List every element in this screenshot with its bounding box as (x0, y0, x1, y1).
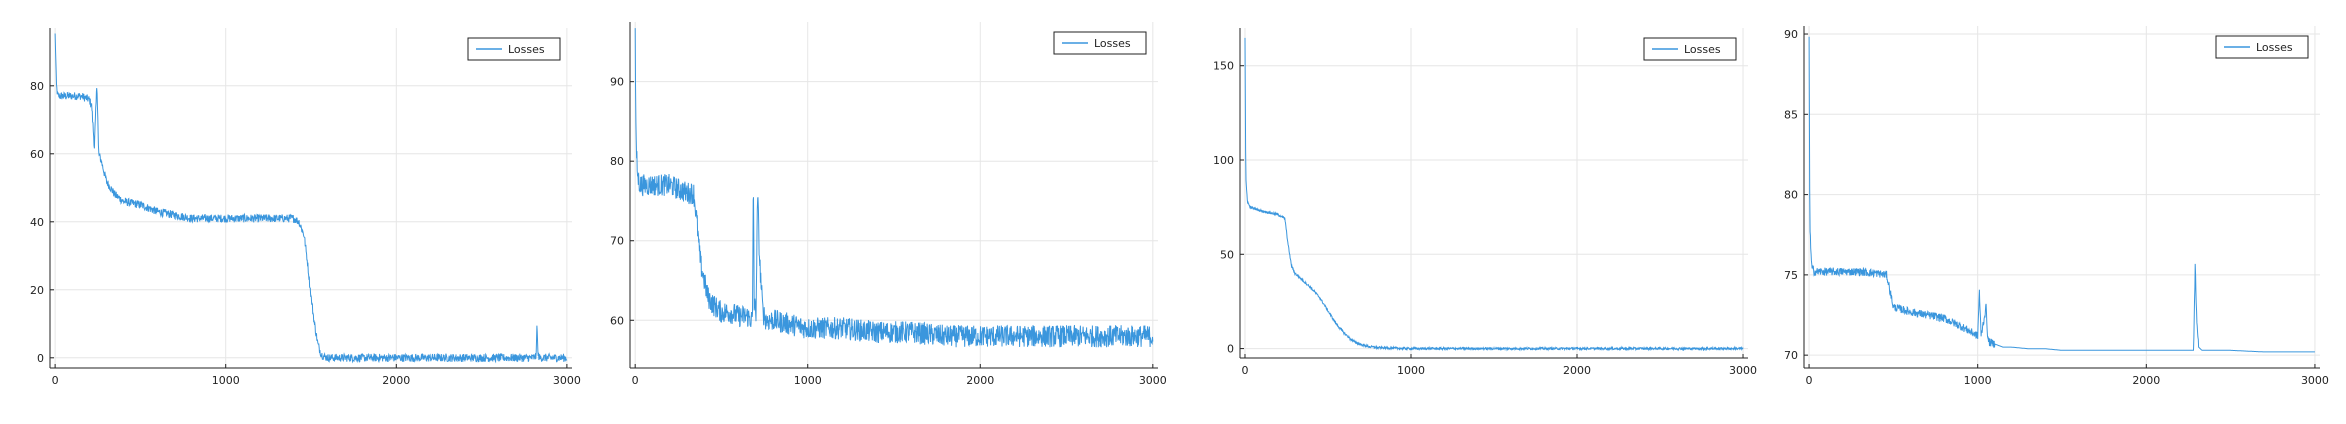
x-tick-label: 1000 (794, 374, 822, 387)
legend-box (467, 37, 561, 61)
x-tick-label: 3000 (553, 374, 581, 387)
y-tick-label: 80 (610, 155, 624, 168)
x-tick-label: 3000 (1729, 364, 1757, 377)
x-tick-label: 0 (1806, 374, 1813, 387)
y-tick-label: 70 (1784, 349, 1798, 362)
y-tick-label: 150 (1213, 60, 1234, 73)
y-tick-label: 75 (1784, 269, 1798, 282)
y-tick-label: 40 (30, 216, 44, 229)
y-tick-label: 70 (610, 235, 624, 248)
y-tick-label: 80 (1784, 189, 1798, 202)
legend-label: Losses (2256, 41, 2293, 54)
y-tick-label: 80 (30, 80, 44, 93)
legend: Losses (1053, 31, 1147, 55)
legend-label: Losses (508, 43, 545, 56)
x-tick-label: 0 (52, 374, 59, 387)
legend-label: Losses (1094, 37, 1131, 50)
series-line-losses (54, 33, 568, 364)
x-tick-label: 2000 (382, 374, 410, 387)
chart-panel-4: 0 1000 2000 3000 70 75 80 85 90 Losses (1784, 26, 2329, 387)
y-tick-label: 20 (30, 284, 44, 297)
x-tick-label: 3000 (2301, 374, 2329, 387)
y-tick-label: 50 (1220, 248, 1234, 261)
legend-label: Losses (1684, 43, 1721, 56)
y-tick-label: 90 (610, 76, 624, 89)
series-line-losses (634, 28, 1154, 348)
chart-panel-1: 0 1000 2000 3000 0 20 40 60 80 Losses (30, 28, 581, 387)
x-tick-label: 0 (1241, 364, 1248, 377)
y-tick-label: 85 (1784, 108, 1798, 121)
x-tick-label: 2000 (2132, 374, 2160, 387)
y-tick-label: 60 (610, 314, 624, 327)
legend-box (1053, 31, 1147, 55)
x-tick-label: 1000 (1964, 374, 1992, 387)
legend: Losses (2215, 35, 2309, 59)
x-tick-label: 2000 (966, 374, 994, 387)
x-tick-label: 3000 (1139, 374, 1167, 387)
x-tick-label: 0 (632, 374, 639, 387)
x-tick-label: 1000 (1397, 364, 1425, 377)
y-tick-label: 0 (37, 352, 44, 365)
legend: Losses (467, 37, 561, 61)
legend-box (2215, 35, 2309, 59)
legend-box (1643, 37, 1737, 61)
y-tick-label: 90 (1784, 28, 1798, 41)
y-tick-label: 60 (30, 148, 44, 161)
series-line-losses (1244, 37, 1744, 352)
x-tick-label: 1000 (212, 374, 240, 387)
legend: Losses (1643, 37, 1737, 61)
chart-panel-2: 0 1000 2000 3000 60 70 80 90 Losses (610, 22, 1167, 387)
y-tick-label: 0 (1227, 343, 1234, 356)
series-line-losses (1808, 36, 2315, 353)
x-tick-label: 2000 (1563, 364, 1591, 377)
y-tick-label: 100 (1213, 154, 1234, 167)
chart-panel-3: 0 1000 2000 3000 0 50 100 150 Losses (1213, 28, 1757, 377)
